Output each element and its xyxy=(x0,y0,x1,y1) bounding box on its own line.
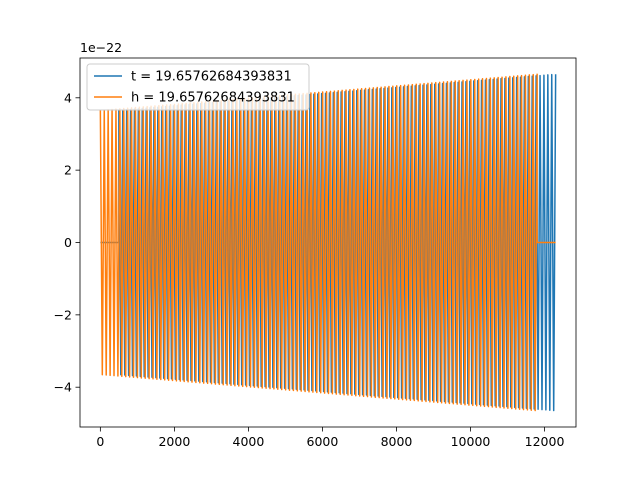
series-layer xyxy=(99,73,557,412)
x-tick-label: 6000 xyxy=(307,434,339,449)
y-tick-label: 0 xyxy=(64,235,72,250)
legend-label-series-1: h = 19.65762684393831 xyxy=(131,91,295,106)
x-tick-label: 4000 xyxy=(233,434,265,449)
x-tick-label: 8000 xyxy=(381,434,413,449)
legend-frame xyxy=(86,63,310,111)
x-tick-label: 10000 xyxy=(451,434,491,449)
legend: t = 19.65762684393831 h = 19.65762684393… xyxy=(86,63,310,111)
legend-label-series-0: t = 19.65762684393831 xyxy=(131,70,292,85)
series-line-1 xyxy=(99,73,556,412)
x-axis: 0 2000 4000 6000 8000 10000 12000 xyxy=(96,427,564,449)
y-tick-label: 4 xyxy=(64,90,72,105)
x-tick-label: 2000 xyxy=(158,434,190,449)
y-tick-label: 2 xyxy=(64,163,72,178)
x-tick-label: 12000 xyxy=(525,434,565,449)
y-axis: −4 −2 0 2 4 xyxy=(54,90,80,395)
x-tick-label: 0 xyxy=(96,434,104,449)
y-tick-label: −2 xyxy=(54,307,72,322)
y-tick-label: −4 xyxy=(54,380,72,395)
y-offset-text: 1e−22 xyxy=(80,40,122,55)
